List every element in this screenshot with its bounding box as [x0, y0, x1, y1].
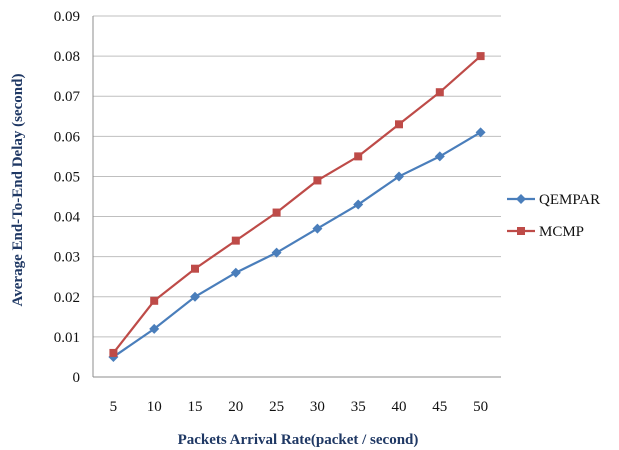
data-point-mcmp: [272, 208, 281, 217]
data-point-mcmp: [191, 264, 199, 273]
gridlines: [93, 15, 501, 338]
y-tick-labels: 0 0.01 0.02 0.03 0.04 0.05 0.06 0.07 0.08 0.09: [54, 9, 81, 386]
y-tick-label: 0.02: [54, 290, 80, 306]
y-tick-label: 0.07: [54, 89, 81, 105]
series: [108, 52, 486, 362]
legend-item-mcmp: MCMP: [507, 224, 584, 240]
legend-label: QEMPAR: [539, 192, 600, 208]
data-point-mcmp: [231, 236, 240, 245]
x-tick-label: 10: [147, 399, 162, 415]
legend-marker: [516, 194, 526, 204]
x-tick-label: 20: [228, 399, 243, 415]
series-mcmp: [109, 52, 485, 357]
legend-label: MCMP: [539, 224, 584, 240]
data-point-qempar: [394, 171, 404, 182]
data-point-mcmp: [313, 176, 322, 185]
data-point-mcmp: [109, 348, 118, 357]
y-tick-label: 0.09: [54, 9, 80, 25]
data-point-mcmp: [150, 296, 159, 305]
data-point-mcmp: [435, 88, 444, 97]
data-point-qempar: [353, 199, 364, 210]
y-tick-label: 0.03: [54, 250, 80, 266]
y-tick-label: 0.04: [54, 210, 81, 226]
data-point-qempar: [475, 127, 486, 138]
x-tick-label: 25: [269, 399, 284, 415]
x-tick-labels: 5 10 15 20 25 30 35 40 45 50: [110, 399, 488, 415]
data-point-qempar: [271, 247, 282, 258]
series-qempar: [108, 127, 486, 362]
x-tick-label: 35: [351, 399, 366, 415]
y-tick-label: 0.08: [54, 49, 80, 65]
data-point-mcmp: [476, 52, 485, 61]
legend-item-qempar: QEMPAR: [507, 192, 600, 208]
x-tick-label: 5: [110, 399, 118, 415]
data-point-qempar: [230, 267, 241, 278]
data-point-mcmp: [395, 120, 403, 129]
x-tick-label: 50: [473, 399, 488, 415]
data-point-qempar: [190, 291, 200, 302]
series-line-qempar: [112, 131, 482, 358]
y-tick-label: 0: [73, 370, 81, 386]
x-tick-label: 30: [310, 399, 325, 415]
y-tick-label: 0.06: [54, 129, 81, 145]
x-axis-title: Packets Arrival Rate(packet / second): [178, 432, 419, 448]
y-tick-label: 0.05: [54, 169, 80, 185]
legend: QEMPAR MCMP: [507, 192, 600, 240]
data-point-mcmp: [354, 152, 363, 161]
x-tick-label: 40: [392, 399, 407, 415]
x-tick-label: 15: [188, 399, 203, 415]
y-axis-title: Average End-To-End Delay (second): [10, 74, 26, 307]
y-tick-label: 0.01: [54, 330, 80, 346]
series-line-mcmp: [112, 55, 482, 354]
data-point-qempar: [434, 151, 445, 162]
legend-marker: [517, 227, 525, 235]
axes: [92, 16, 501, 378]
data-point-qempar: [312, 223, 323, 234]
x-tick-label: 45: [432, 399, 447, 415]
data-point-qempar: [149, 323, 160, 334]
